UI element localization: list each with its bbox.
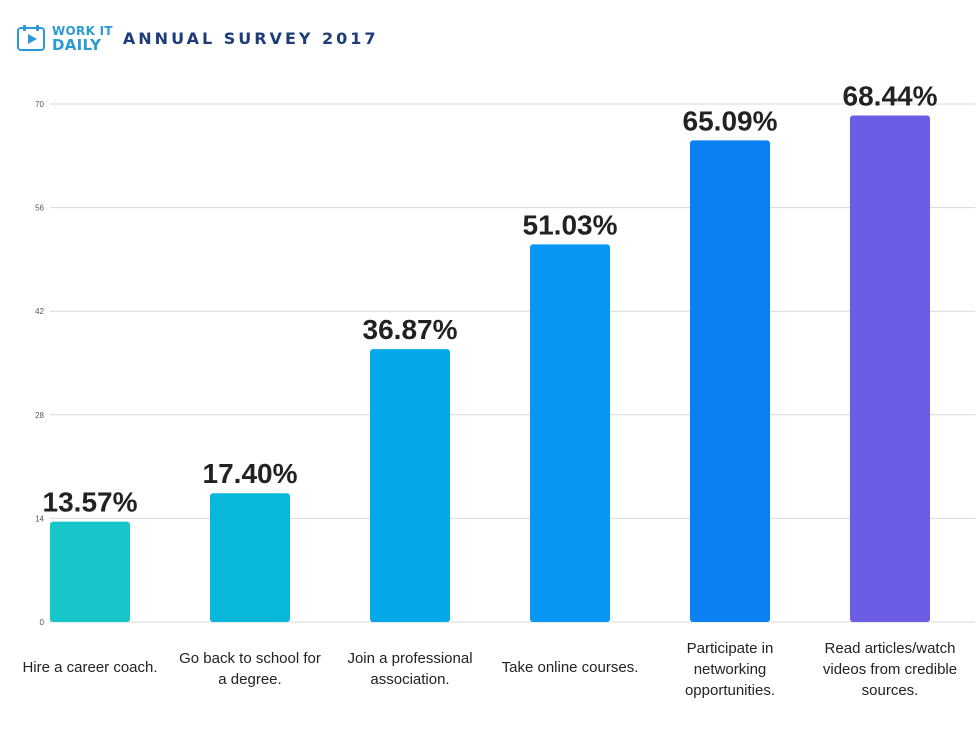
data-label: 36.87% <box>363 314 458 345</box>
y-tick-label: 70 <box>35 100 44 109</box>
x-category-label-line: association. <box>370 671 449 688</box>
x-category-label-line: Join a professional <box>347 650 472 667</box>
survey-title: ANNUAL SURVEY 2017 <box>122 28 379 48</box>
x-category-label-line: Hire a career coach. <box>22 659 157 676</box>
x-category-label: Read articles/watch videos from credible s… <box>823 640 957 699</box>
x-category-label-line: networking <box>694 661 767 678</box>
y-tick-label: 42 <box>35 307 44 316</box>
y-tick-label: 28 <box>35 411 44 420</box>
bar <box>690 140 770 623</box>
x-category-label: Join a professional association. <box>347 650 472 688</box>
bar <box>210 493 290 622</box>
logo-line2: DAILY <box>52 36 102 54</box>
y-tick-label: 14 <box>35 514 44 523</box>
bar <box>850 115 930 622</box>
logo-line1: WORK IT <box>52 24 113 38</box>
x-category-label-line: Take online courses. <box>502 659 639 676</box>
data-label: 13.57% <box>43 487 138 518</box>
x-category-label-line: opportunities. <box>685 682 775 699</box>
bar <box>530 244 610 623</box>
video-calendar-icon <box>17 25 45 51</box>
y-tick-label: 0 <box>40 618 45 627</box>
bar <box>50 521 130 622</box>
x-category-label-line: videos from credible <box>823 661 957 678</box>
x-category-label-line: sources. <box>862 682 919 699</box>
x-category-label-line: a degree. <box>218 671 281 688</box>
x-category-label-line: Participate in <box>687 640 774 657</box>
x-category-label: Go back to school for a degree. <box>179 650 321 688</box>
data-label: 17.40% <box>203 458 298 489</box>
data-label: 51.03% <box>523 209 618 240</box>
x-category-label: Participate in networking opportunities. <box>685 640 775 699</box>
x-category-label: Take online courses. <box>502 659 639 676</box>
x-category-label-line: Read articles/watch <box>825 640 956 657</box>
chart-header: WORK IT DAILY ANNUAL SURVEY 2017 <box>16 20 379 56</box>
bar <box>370 349 450 622</box>
data-label: 68.44% <box>843 81 938 112</box>
x-category-label-line: Go back to school for <box>179 650 321 667</box>
x-category-label: Hire a career coach. <box>22 659 157 676</box>
work-it-daily-logo: WORK IT DAILY <box>16 23 113 53</box>
data-label: 65.09% <box>683 105 778 136</box>
y-tick-label: 56 <box>35 204 44 213</box>
